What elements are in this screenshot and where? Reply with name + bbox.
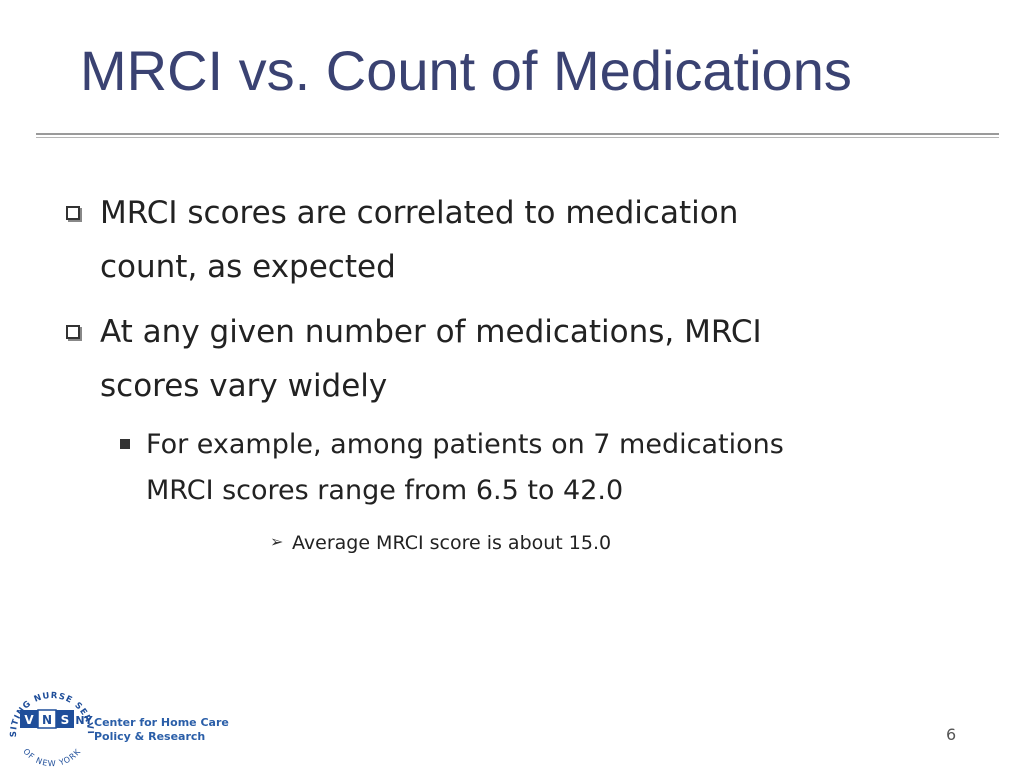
vnsny-logo-icon: VISITING NURSE SERVICE OF NEW YORK V N S…	[6, 672, 94, 768]
square-bullet-icon	[120, 439, 130, 449]
slide-title: MRCI vs. Count of Medications	[80, 39, 852, 102]
checkbox-bullet-icon	[66, 325, 80, 339]
page-number: 6	[946, 725, 957, 744]
svg-text:NY: NY	[75, 714, 93, 727]
bullet-line: At any given number of medications, MRCI	[100, 314, 762, 350]
sub-bullet-item: For example, among patients on 7 medicat…	[146, 422, 946, 514]
checkbox-bullet-icon	[66, 206, 80, 220]
title-divider	[36, 133, 999, 135]
logo-bottom-text: OF NEW YORK	[21, 747, 81, 768]
arrow-bullet-icon: ➢	[270, 532, 284, 551]
sub-bullet-line: For example, among patients on 7 medicat…	[146, 429, 784, 460]
svg-text:V: V	[24, 713, 34, 727]
org-name: Center for Home Care Policy & Research	[94, 716, 229, 744]
title-divider-thin	[36, 137, 999, 138]
sub-sub-bullet-item: Average MRCI score is about 15.0	[292, 532, 612, 554]
bullet-line: MRCI scores are correlated to medication	[100, 195, 739, 231]
svg-text:N: N	[42, 713, 52, 727]
org-name-line: Center for Home Care	[94, 716, 229, 729]
sub-bullet-line: MRCI scores range from 6.5 to 42.0	[146, 475, 624, 506]
bullet-line: scores vary widely	[100, 368, 388, 404]
bullet-item: MRCI scores are correlated to medication…	[100, 186, 920, 294]
svg-text:OF NEW YORK: OF NEW YORK	[21, 747, 82, 768]
svg-text:S: S	[61, 713, 70, 727]
org-name-line: Policy & Research	[94, 730, 206, 743]
bullet-line: count, as expected	[100, 249, 396, 285]
bullet-item: At any given number of medications, MRCI…	[100, 305, 920, 413]
